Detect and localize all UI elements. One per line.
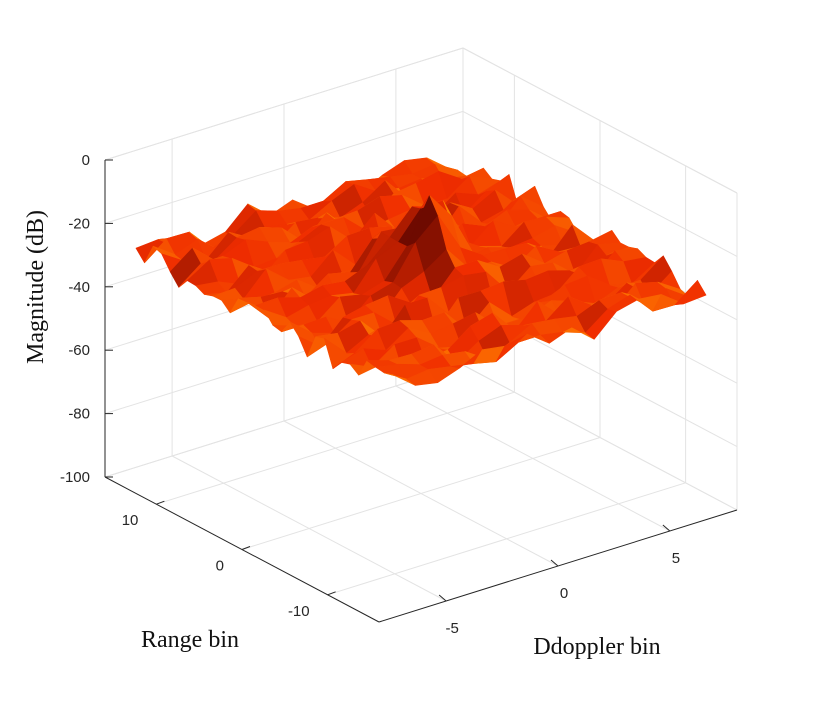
- x-tick-mark: [438, 594, 447, 602]
- x-axis-label: Ddoppler bin: [533, 634, 660, 660]
- floor-grid-y: [241, 437, 601, 550]
- y-tick-mark: [156, 500, 165, 505]
- surface-facet: [589, 230, 621, 245]
- z-tick-label: -20: [68, 215, 90, 232]
- y-tick-mark: [327, 591, 336, 596]
- box-edge: [104, 47, 464, 161]
- surface-layer: [135, 157, 707, 386]
- z-tick-label: -80: [68, 406, 90, 423]
- x-tick-label: 0: [560, 585, 568, 602]
- y-axis-label: Range bin: [141, 627, 239, 653]
- x-tick-mark: [662, 524, 671, 532]
- x-tick-label: -5: [445, 620, 458, 637]
- floor-grid-y: [156, 391, 515, 505]
- z-axis-label: Magnitude (dB): [23, 210, 49, 364]
- x-tick-mark: [550, 559, 559, 567]
- z-tick-label: -40: [68, 279, 90, 296]
- y-tick-label: -10: [288, 603, 310, 620]
- box-edge: [462, 364, 738, 511]
- x-tick-label: 5: [672, 550, 680, 567]
- z-tick-label: -100: [60, 469, 90, 486]
- box-edge: [462, 47, 738, 194]
- side-wall-grid-z: [462, 110, 738, 257]
- y-tick-mark: [241, 546, 251, 550]
- z-tick-label: 0: [82, 152, 90, 169]
- back-wall-grid-z: [104, 110, 464, 224]
- z-tick-label: -60: [68, 342, 90, 359]
- box-edge: [104, 364, 464, 478]
- y-tick-label: 0: [216, 558, 224, 575]
- floor-grid-y: [327, 482, 686, 596]
- surface-facet: [674, 280, 707, 306]
- y-tick-label: 10: [122, 512, 139, 529]
